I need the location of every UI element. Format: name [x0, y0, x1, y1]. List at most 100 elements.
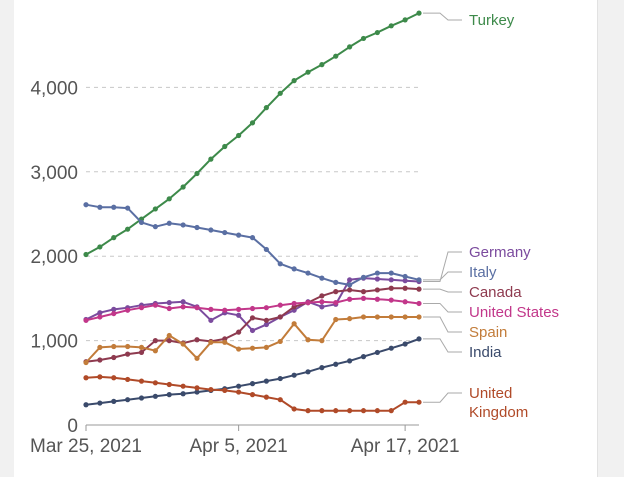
- data-point-united-kingdom-0: [83, 375, 89, 381]
- data-point-turkey-11: [236, 132, 242, 139]
- data-point-canada-4: [138, 349, 145, 356]
- data-point-germany-6: [166, 300, 172, 306]
- data-point-germany-9: [208, 317, 214, 323]
- data-point-united-states-15: [291, 300, 297, 307]
- data-point-turkey-0: [83, 251, 89, 258]
- data-point-spain-21: [374, 314, 380, 320]
- data-point-united-states-0: [83, 317, 89, 323]
- y-axis-ticks: 0 1,000 2,000 3,000 4,000: [30, 78, 78, 437]
- data-point-turkey-2: [111, 235, 117, 241]
- data-point-united-kingdom-18: [333, 408, 339, 414]
- data-point-united-states-2: [111, 310, 117, 317]
- data-point-india-14: [277, 375, 283, 382]
- data-point-spain-0: [83, 359, 89, 366]
- data-point-canada-1: [97, 357, 103, 363]
- end-label-india: India: [469, 344, 502, 361]
- data-point-united-kingdom-11: [236, 389, 242, 395]
- data-point-italy-13: [263, 246, 269, 253]
- series-italy: [83, 202, 422, 288]
- data-point-canada-14: [277, 314, 283, 320]
- data-point-united-states-12: [249, 305, 256, 312]
- data-point-germany-13: [263, 321, 269, 328]
- series-lines: [83, 10, 422, 414]
- left-margin: [0, 0, 14, 477]
- data-point-united-states-13: [263, 305, 269, 311]
- data-point-turkey-20: [360, 35, 367, 42]
- end-label-line-united-kingdom-1: Kingdom: [469, 404, 528, 421]
- data-point-india-3: [125, 397, 131, 403]
- data-point-germany-23: [402, 278, 408, 284]
- data-point-canada-8: [194, 337, 200, 343]
- data-point-italy-2: [111, 204, 117, 210]
- data-point-spain-24: [416, 314, 422, 320]
- data-point-united-kingdom-8: [194, 385, 200, 391]
- series-india: [83, 336, 422, 408]
- end-labels: Turkey Germany Italy Canada United States Spa…: [423, 12, 559, 421]
- data-point-italy-15: [291, 266, 297, 272]
- data-point-canada-22: [388, 285, 394, 291]
- data-point-germany-11: [236, 312, 242, 318]
- data-point-united-states-19: [347, 296, 353, 302]
- data-point-canada-3: [125, 351, 131, 357]
- data-point-turkey-17: [319, 62, 325, 68]
- data-point-italy-24: [416, 277, 422, 283]
- data-point-canada-20: [360, 289, 367, 295]
- end-label-turkey: Turkey: [469, 12, 515, 29]
- data-point-italy-12: [249, 235, 256, 241]
- data-point-india-4: [138, 395, 145, 401]
- data-point-united-states-11: [236, 306, 242, 312]
- data-point-turkey-23: [402, 17, 408, 23]
- label-connector-turkey: [423, 12, 462, 21]
- data-point-united-kingdom-17: [319, 408, 325, 414]
- data-point-india-11: [236, 383, 242, 389]
- data-point-india-19: [347, 358, 353, 364]
- data-point-india-23: [402, 341, 408, 347]
- end-label-line-spain-0: Spain: [469, 324, 507, 341]
- data-point-united-states-18: [333, 300, 339, 306]
- data-point-spain-7: [180, 341, 186, 347]
- data-point-turkey-18: [333, 53, 339, 59]
- data-point-spain-8: [194, 355, 200, 361]
- label-connector-united-states: [423, 302, 462, 313]
- data-point-united-states-21: [374, 296, 380, 302]
- data-point-italy-23: [402, 273, 408, 280]
- label-connector-united-kingdom: [423, 392, 462, 403]
- data-point-turkey-3: [125, 226, 131, 232]
- data-point-united-states-4: [138, 305, 145, 311]
- data-point-india-1: [97, 400, 103, 406]
- data-point-canada-21: [374, 287, 380, 293]
- data-point-united-states-3: [125, 307, 131, 313]
- data-point-united-states-14: [277, 302, 283, 308]
- data-point-italy-19: [347, 282, 353, 288]
- series-united-states: [83, 295, 422, 323]
- data-point-india-5: [152, 393, 158, 399]
- data-point-united-kingdom-22: [388, 408, 394, 414]
- data-point-india-2: [111, 398, 117, 404]
- data-point-india-0: [83, 402, 89, 408]
- data-point-india-8: [194, 389, 200, 395]
- end-label-line-india-0: India: [469, 344, 502, 361]
- data-point-united-kingdom-9: [208, 386, 214, 393]
- end-label-united-kingdom: United Kingdom: [469, 385, 528, 421]
- data-point-italy-0: [83, 202, 89, 208]
- data-point-turkey-6: [166, 196, 172, 202]
- data-point-spain-22: [388, 314, 394, 320]
- data-point-united-states-9: [208, 306, 214, 312]
- data-point-spain-17: [319, 338, 325, 344]
- data-point-spain-15: [291, 321, 297, 327]
- data-point-spain-13: [263, 344, 269, 350]
- data-point-germany-22: [388, 277, 394, 283]
- data-point-italy-14: [277, 261, 283, 267]
- data-point-germany-1: [97, 310, 103, 316]
- label-connector-spain: [423, 316, 462, 333]
- data-point-turkey-24: [416, 10, 422, 16]
- label-connector-italy: [423, 271, 462, 281]
- data-point-spain-1: [97, 344, 103, 350]
- y-tick-label-0: 0: [67, 416, 78, 437]
- data-point-united-states-8: [194, 305, 200, 311]
- end-label-line-united-kingdom-0: United: [469, 385, 512, 402]
- data-point-india-22: [388, 345, 394, 351]
- data-point-canada-11: [236, 329, 242, 335]
- data-point-united-states-5: [152, 302, 158, 308]
